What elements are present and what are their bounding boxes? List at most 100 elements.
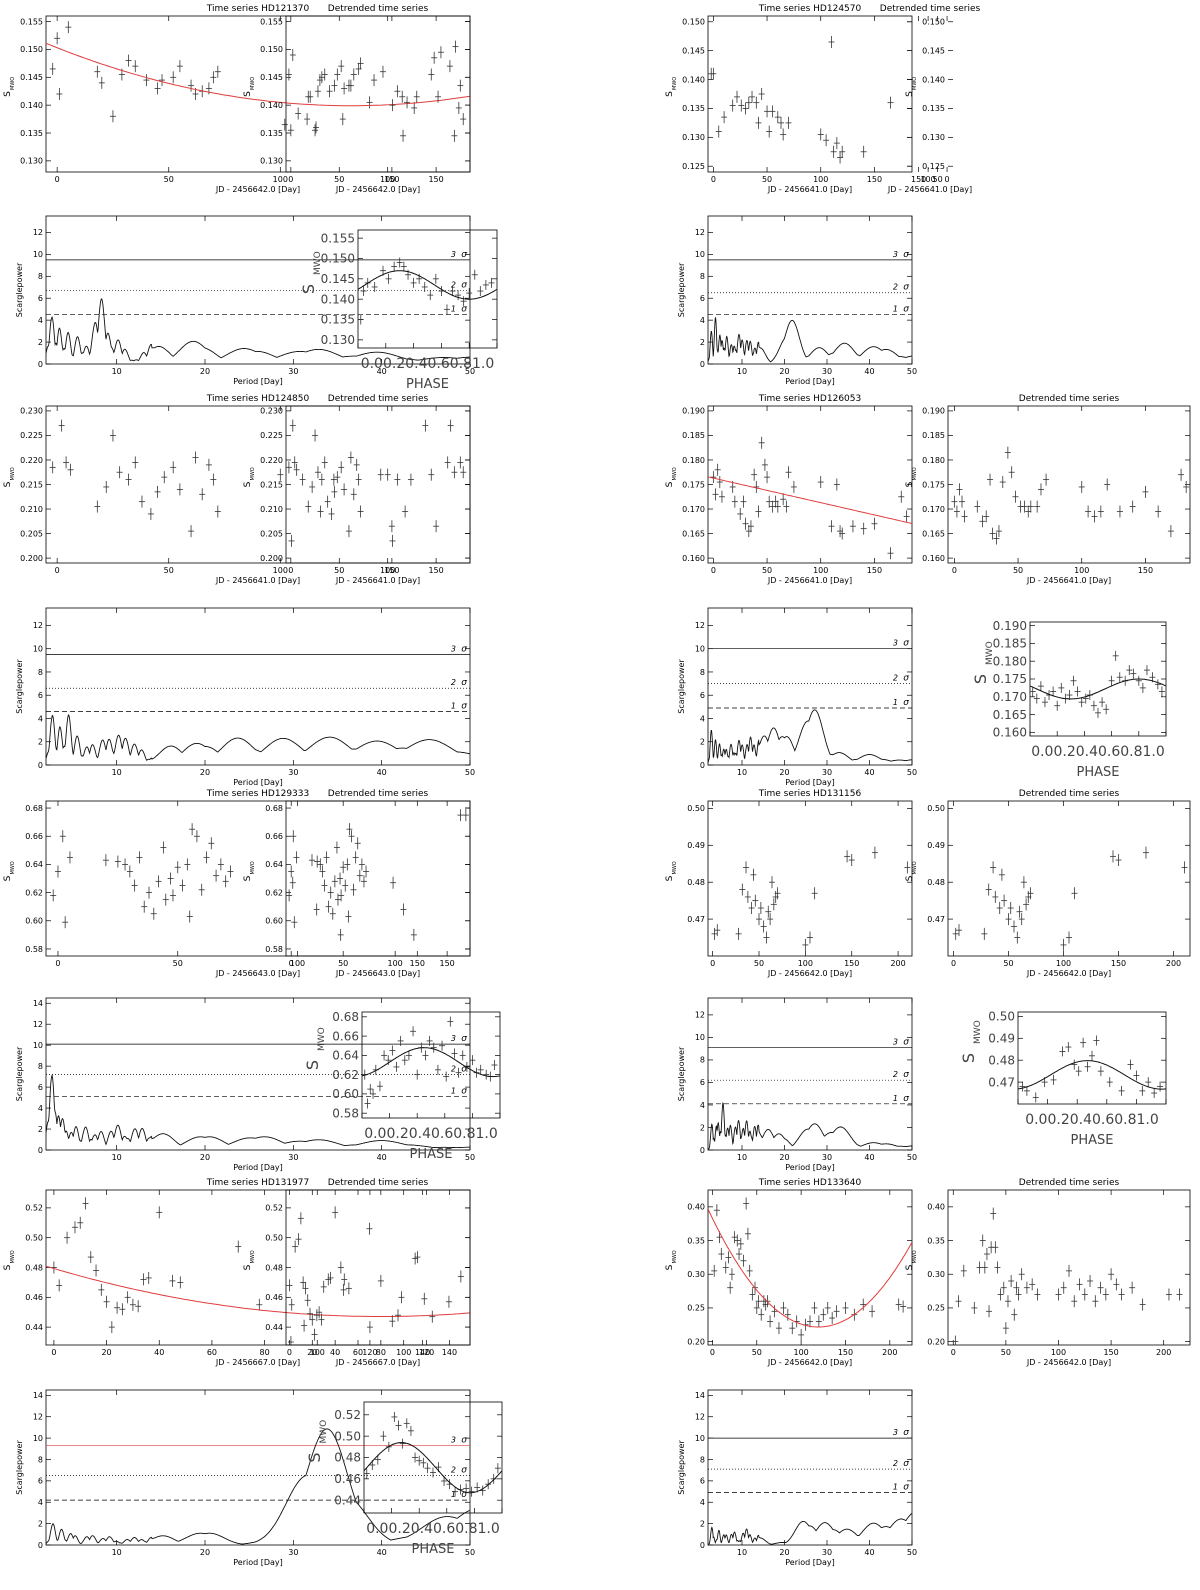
svg-text:σ: σ: [903, 698, 909, 708]
data-point: [331, 485, 338, 498]
data-point: [414, 1069, 421, 1080]
data-point: [358, 314, 364, 325]
data-point: [1066, 1264, 1072, 1277]
data-point: [744, 890, 751, 903]
data-point: [824, 1301, 831, 1314]
data-point: [169, 1274, 176, 1287]
data-point: [292, 1240, 299, 1253]
data-point: [286, 889, 293, 902]
y-tick-label: 0.175: [993, 672, 1027, 686]
axes-frame: [45, 997, 471, 1151]
data-point: [334, 68, 341, 81]
data-point: [98, 1283, 105, 1296]
data-point: [389, 534, 396, 547]
data-point: [1097, 1066, 1104, 1077]
x-axis-label: Period [Day]: [233, 1558, 283, 1567]
y-tick-label: 8: [38, 272, 43, 281]
svg-text:3: 3: [893, 250, 898, 259]
data-point: [1016, 905, 1023, 918]
data-point: [1129, 500, 1136, 513]
data-point: [156, 1206, 163, 1219]
y-tick-label: 2: [700, 738, 705, 747]
y-tick-label: 0.50: [25, 1233, 43, 1242]
data-point: [286, 1279, 293, 1292]
y-axis-label-sub: MWO: [317, 1027, 327, 1051]
data-point: [430, 1042, 437, 1053]
svg-text:2: 2: [451, 1466, 456, 1475]
data-point: [189, 823, 196, 836]
y-tick-label: 0.35: [927, 1236, 945, 1245]
data-point: [718, 1248, 725, 1261]
data-point: [289, 49, 296, 61]
data-point: [1091, 510, 1098, 523]
data-point: [397, 1035, 404, 1046]
data-point: [937, 91, 943, 103]
svg-text:σ: σ: [903, 250, 909, 260]
y-axis-label-main: S: [3, 1264, 13, 1270]
data-point: [839, 145, 846, 158]
y-axis-label-sub: MWO: [912, 861, 918, 874]
y-axis-label-main: S: [299, 284, 318, 294]
data-point: [871, 846, 878, 859]
data-point: [1078, 480, 1085, 493]
data-point: [728, 1268, 735, 1281]
data-point: [713, 1204, 720, 1217]
data-point: [1097, 1281, 1104, 1294]
y-tick-label: 0.52: [25, 1204, 43, 1213]
x-axis-label: Period [Day]: [233, 778, 283, 787]
data-point: [721, 111, 728, 124]
plot-content: [46, 1043, 470, 1149]
data-point: [491, 1060, 498, 1070]
data-point: [1102, 1288, 1109, 1301]
y-tick-label: 0.52: [265, 1204, 283, 1213]
data-point: [774, 500, 781, 513]
data-point: [291, 916, 298, 929]
data-point: [1037, 483, 1044, 496]
data-point: [457, 809, 464, 822]
y-tick-label: 0.170: [993, 690, 1027, 704]
data-point: [1029, 1278, 1036, 1291]
data-point: [338, 889, 345, 902]
data-point: [1059, 1046, 1066, 1057]
x-tick-label: 40: [864, 367, 874, 376]
data-point: [1070, 675, 1077, 686]
y-tick-label: 12: [695, 621, 705, 630]
data-point: [443, 304, 450, 315]
data-point: [921, 146, 927, 158]
data-point: [1043, 473, 1050, 486]
svg-text:2: 2: [893, 1459, 898, 1468]
svg-text:1: 1: [893, 698, 898, 707]
data-point: [126, 865, 133, 878]
data-point: [87, 1251, 94, 1264]
data-point: [429, 1310, 436, 1323]
y-tick-label: 0: [38, 1541, 43, 1550]
data-point: [174, 861, 181, 874]
y-axis-label-sub: MWO: [912, 467, 918, 480]
data-point: [345, 1282, 352, 1295]
data-point: [744, 1227, 751, 1240]
data-point: [887, 547, 894, 560]
data-point: [790, 480, 797, 493]
data-point: [784, 1308, 791, 1321]
data-point: [337, 1261, 344, 1274]
data-point: [1158, 686, 1165, 697]
fit-curve: [46, 42, 470, 107]
data-point: [428, 68, 435, 81]
y-tick-label: 0.140: [20, 101, 43, 110]
data-point: [932, 117, 938, 129]
x-tick-label: 150: [1138, 566, 1153, 575]
y-tick-label: 0.47: [687, 915, 705, 924]
x-tick-label: 0: [711, 175, 716, 184]
x-tick-label: 150: [1111, 959, 1126, 968]
data-point: [317, 505, 324, 518]
data-point: [421, 281, 428, 292]
data-point: [312, 124, 319, 137]
y-tick-label: 12: [33, 1020, 43, 1029]
y-axis-label-sub: MWO: [985, 641, 995, 665]
plot-area: 0.125 0.130 0.135 0.140 0.145 0.150 0 50 100 150 T…: [665, 4, 913, 194]
plot-content: [952, 846, 1188, 951]
